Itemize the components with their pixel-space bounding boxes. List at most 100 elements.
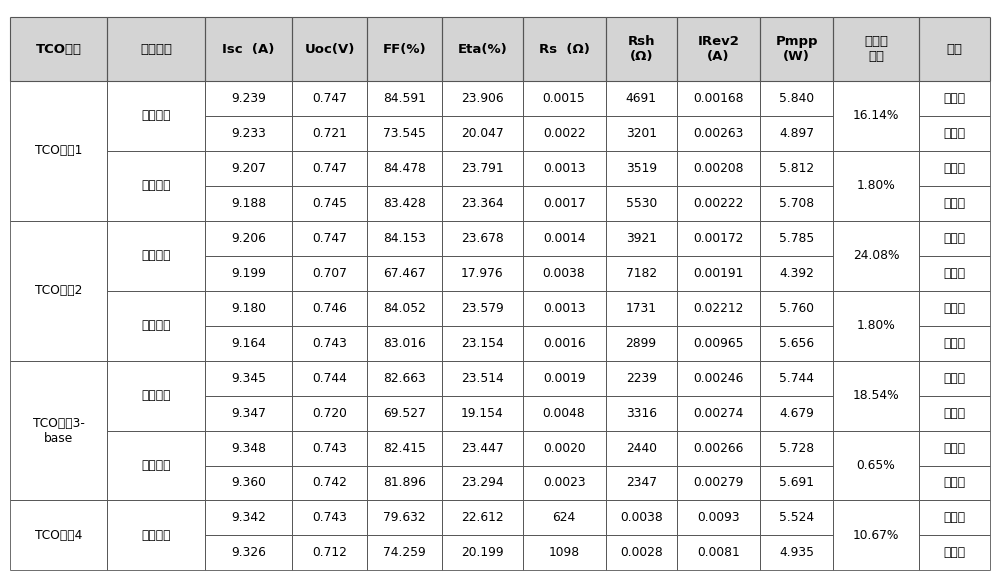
Text: 0.00172: 0.00172 [693,232,743,245]
Bar [107,291,205,361]
Text: 0.720: 0.720 [312,407,347,420]
Text: 耐钠后: 耐钠后 [943,197,965,210]
Bar [442,186,523,221]
Text: 背面涂钠: 背面涂钠 [141,109,171,122]
Bar [205,466,292,501]
Bar [10,81,107,221]
Bar [523,221,606,256]
Bar [606,326,677,361]
Bar [760,256,833,291]
Bar [606,116,677,151]
Bar [205,186,292,221]
Text: 耐钠后: 耐钠后 [943,127,965,140]
Text: 4.935: 4.935 [779,546,814,559]
Text: 5.524: 5.524 [779,512,814,524]
Bar [442,256,523,291]
Bar [292,81,367,116]
Bar [205,221,292,256]
Text: 0.00191: 0.00191 [693,267,743,280]
Bar [760,535,833,570]
Text: 背面涂钠: 背面涂钠 [141,389,171,402]
Text: 0.743: 0.743 [312,512,347,524]
Bar [523,431,606,466]
Text: 0.0013: 0.0013 [543,301,585,315]
Bar [367,221,442,256]
Text: 0.0048: 0.0048 [543,407,585,420]
Bar [442,221,523,256]
Text: 0.0081: 0.0081 [697,546,740,559]
Bar [292,291,367,326]
Text: TCO条件: TCO条件 [36,42,82,56]
Bar [107,431,205,501]
Text: 9.239: 9.239 [231,92,266,105]
Text: 0.712: 0.712 [312,546,347,559]
Bar [606,221,677,256]
Bar [292,501,367,535]
Bar [523,151,606,186]
Text: 3316: 3316 [626,407,657,420]
Bar [760,81,833,116]
Bar [919,81,990,116]
Bar [10,221,107,361]
Text: 0.00168: 0.00168 [693,92,744,105]
Bar [367,186,442,221]
Text: 5.728: 5.728 [779,442,814,455]
Bar [919,501,990,535]
Text: 9.348: 9.348 [231,442,266,455]
Bar [523,535,606,570]
Text: 18.54%: 18.54% [853,389,899,402]
Bar [606,256,677,291]
Bar [367,535,442,570]
Bar [919,535,990,570]
Text: 0.00279: 0.00279 [693,477,743,489]
Text: 耐钠后: 耐钠后 [943,407,965,420]
Text: 0.00266: 0.00266 [693,442,743,455]
Text: 67.467: 67.467 [383,267,426,280]
Bar [919,361,990,396]
Text: 84.591: 84.591 [383,92,426,105]
Text: 0.0023: 0.0023 [543,477,585,489]
Text: 3201: 3201 [626,127,657,140]
Text: 耐钠前: 耐钠前 [943,512,965,524]
Bar [367,256,442,291]
Text: 0.00263: 0.00263 [693,127,743,140]
Text: 84.153: 84.153 [383,232,426,245]
Bar [919,151,990,186]
Text: 23.791: 23.791 [461,162,504,175]
Bar [919,221,990,256]
Text: 23.906: 23.906 [461,92,504,105]
Text: 1098: 1098 [549,546,580,559]
Text: 4.392: 4.392 [779,267,814,280]
Text: 9.188: 9.188 [231,197,266,210]
Text: 9.345: 9.345 [231,372,266,385]
Text: 耐钠后: 耐钠后 [943,336,965,350]
Bar [442,116,523,151]
Text: 9.206: 9.206 [231,232,266,245]
Text: FF(%): FF(%) [383,42,426,56]
Text: 23.678: 23.678 [461,232,504,245]
Bar [606,501,677,535]
Bar [760,116,833,151]
Text: 83.016: 83.016 [383,336,426,350]
Bar [760,466,833,501]
Text: 20.047: 20.047 [461,127,504,140]
Bar [367,466,442,501]
Text: 5.744: 5.744 [779,372,814,385]
Bar [292,326,367,361]
Bar [205,256,292,291]
Text: 2440: 2440 [626,442,657,455]
Bar [677,466,760,501]
Bar [10,361,107,501]
Bar [760,151,833,186]
Text: 4.679: 4.679 [779,407,814,420]
Text: 9.233: 9.233 [231,127,266,140]
Text: 4.897: 4.897 [779,127,814,140]
Text: 0.0016: 0.0016 [543,336,585,350]
Bar [205,81,292,116]
Text: 正面涂钠: 正面涂钠 [141,319,171,332]
Text: 9.164: 9.164 [231,336,266,350]
Text: 624: 624 [552,512,576,524]
Bar [677,431,760,466]
Bar [442,396,523,431]
Bar [760,431,833,466]
